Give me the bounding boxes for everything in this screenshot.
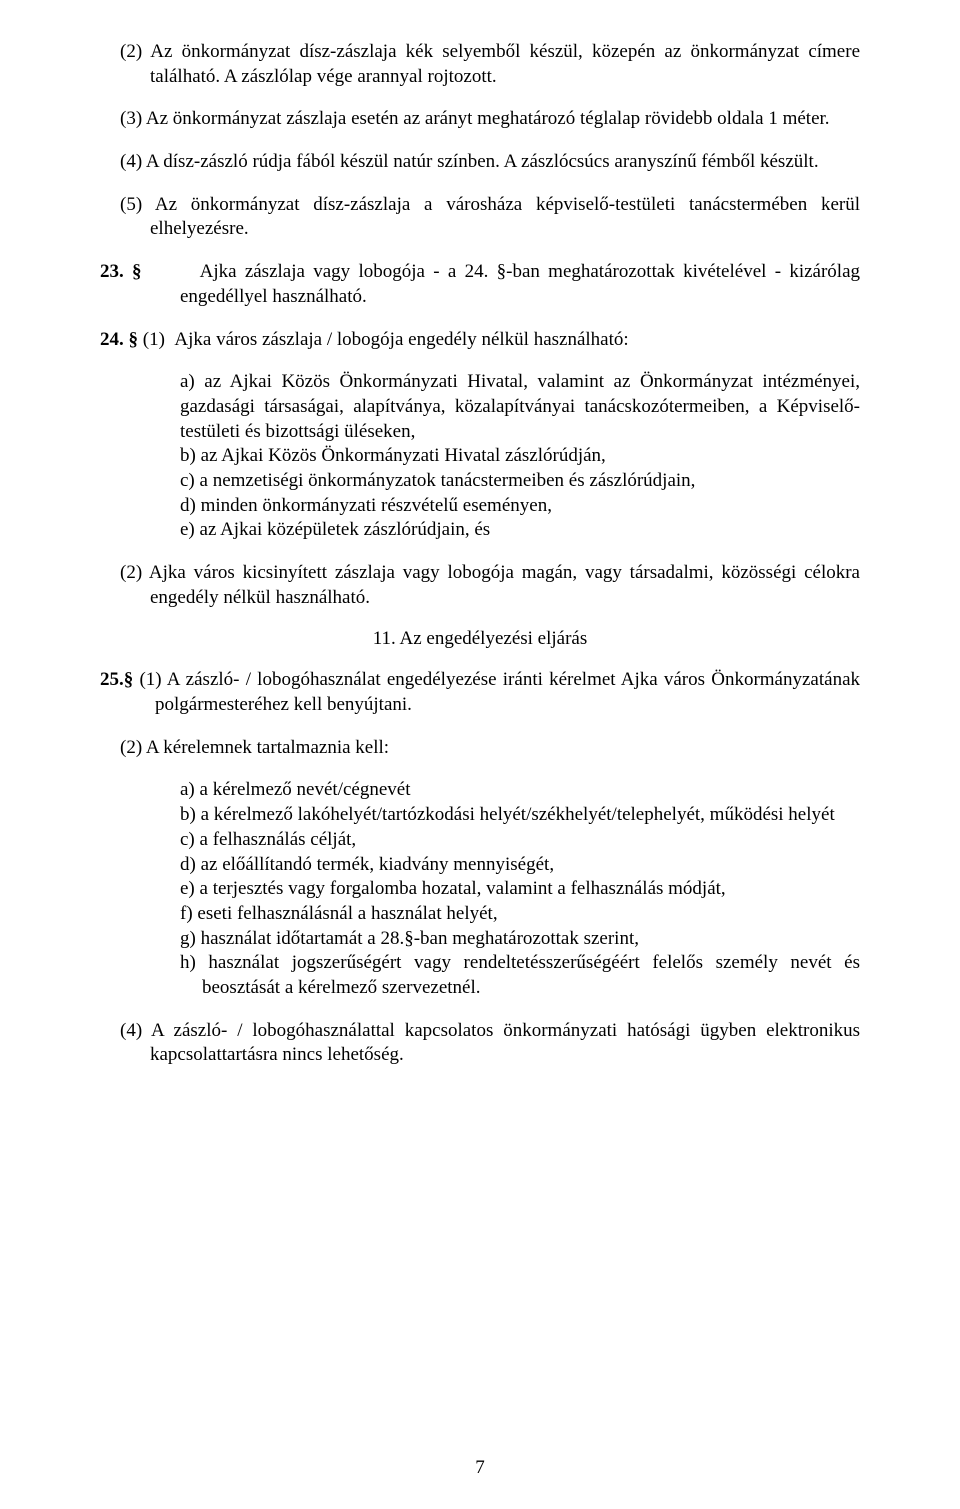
list-item-d: d) az előállítandó termék, kiadvány menn… [180,853,860,878]
list-item-c: c) a felhasználás célját, [180,828,860,853]
document-page: (2) Az önkormányzat dísz-zászlaja kék se… [0,0,960,1509]
section-25-1: 25.§ (1) A zászló- / lobogóhasználat eng… [155,668,860,717]
para-24-2: (2) Ajka város kicsinyített zászlaja vag… [150,561,860,610]
para-text: Ajka város kicsinyített zászlaja vagy lo… [149,562,860,608]
para-text: Az önkormányzat zászlaja esetén az arány… [146,108,830,129]
para-22-5: (5) Az önkormányzat dísz-zászlaja a váro… [150,193,860,242]
gap [142,261,200,282]
num-label: (2) [120,561,142,586]
list-item-g: g) használat időtartamát a 28.§-ban megh… [180,927,860,952]
section-label: 25.§ [100,669,133,690]
para-text: Ajka zászlaja vagy lobogója - a 24. §-ba… [180,261,860,307]
page-number: 7 [0,1457,960,1479]
section-label: 23. § [100,261,142,282]
num-label: (1) [143,329,165,350]
section-23: 23. § Ajka zászlaja vagy lobogója - a 24… [180,260,860,309]
para-text: A kérelemnek tartalmaznia kell: [146,737,389,758]
num-label: (2) [120,736,142,761]
list-item-f: f) eseti felhasználásnál a használat hel… [180,902,860,927]
para-25-4: (4) A zászló- / lobogóhasználattal kapcs… [150,1019,860,1068]
para-text: A zászló- / lobogóhasználattal kapcsolat… [150,1020,860,1066]
para-22-2: (2) Az önkormányzat dísz-zászlaja kék se… [150,40,860,89]
para-text: Az önkormányzat dísz-zászlaja kék selyem… [150,41,860,87]
para-text: Ajka város zászlaja / lobogója engedély … [174,329,628,350]
num-label: (1) [139,669,161,690]
para-text: A zászló- / lobogóhasználat engedélyezés… [155,669,860,715]
list-25-2: a) a kérelmező nevét/cégnevét b) a kérel… [180,778,860,1000]
list-24-1: a) az Ajkai Közös Önkormányzati Hivatal,… [180,370,860,543]
list-item-h: h) használat jogszerűségért vagy rendelt… [180,951,860,1000]
list-item-e: e) az Ajkai középületek zászlórúdjain, é… [180,518,860,543]
num-label: (2) [120,40,142,65]
para-25-2: (2) A kérelemnek tartalmaznia kell: [150,736,860,761]
section-label: 24. § [100,329,138,350]
para-text: Az önkormányzat dísz-zászlaja a városház… [150,194,860,240]
num-label: (3) [120,107,142,132]
para-text: A dísz-zászló rúdja fából készül natúr s… [146,151,819,172]
para-22-3: (3) Az önkormányzat zászlaja esetén az a… [150,107,860,132]
para-22-4: (4) A dísz-zászló rúdja fából készül nat… [150,150,860,175]
list-item-b: b) a kérelmező lakóhelyét/tartózkodási h… [180,803,860,828]
num-label: (5) [120,193,142,218]
list-item-e: e) a terjesztés vagy forgalomba hozatal,… [180,877,860,902]
section-24-1: 24. § (1) Ajka város zászlaja / lobogója… [100,328,860,353]
num-label: (4) [120,1019,142,1044]
list-item-a: a) a kérelmező nevét/cégnevét [180,778,860,803]
list-item-a: a) az Ajkai Közös Önkormányzati Hivatal,… [180,370,860,444]
list-item-d: d) minden önkormányzati részvételű esemé… [180,494,860,519]
num-label: (4) [120,150,142,175]
list-item-b: b) az Ajkai Közös Önkormányzati Hivatal … [180,444,860,469]
list-item-c: c) a nemzetiségi önkormányzatok tanácste… [180,469,860,494]
heading-11: 11. Az engedélyezési eljárás [100,628,860,650]
